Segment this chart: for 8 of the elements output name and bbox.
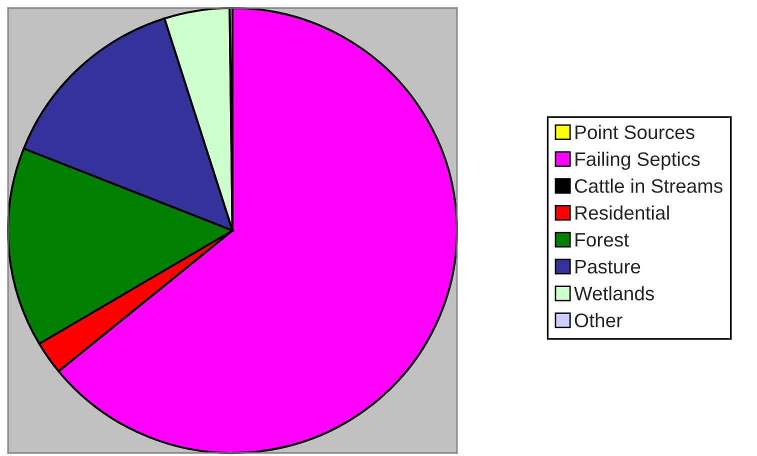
legend-label: Residential	[576, 206, 669, 220]
legend-label: Failing Septics	[576, 152, 700, 170]
legend-label: Wetlands	[574, 286, 654, 300]
legend-label: Other	[574, 313, 622, 328]
legend-label: Point Sources	[576, 124, 694, 140]
legend-label: Pasture	[576, 260, 640, 274]
legend-label: Forest	[576, 233, 629, 247]
legend-label: Cattle in Streams	[574, 178, 722, 193]
